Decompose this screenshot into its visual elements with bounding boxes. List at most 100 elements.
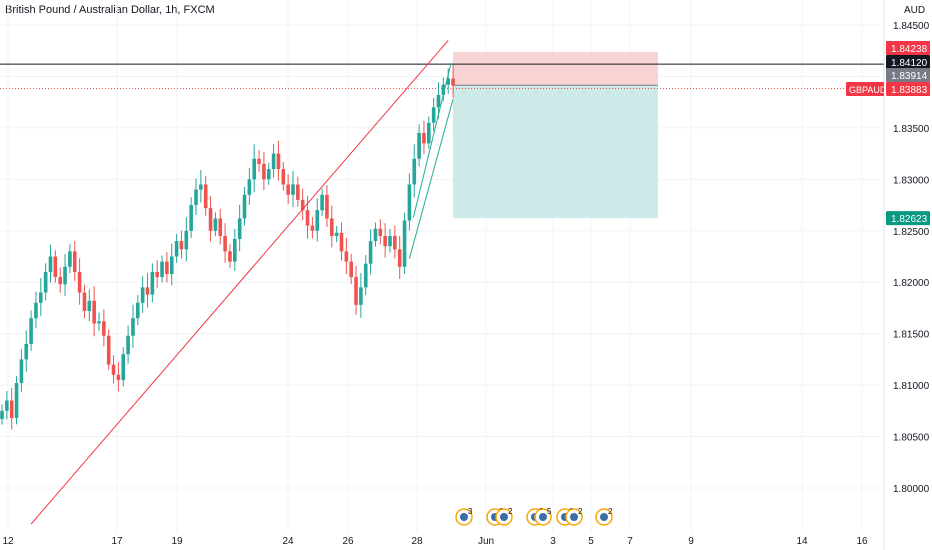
candle-body[interactable] bbox=[53, 256, 58, 278]
candle-body[interactable] bbox=[160, 261, 164, 278]
candle-body[interactable] bbox=[431, 107, 436, 123]
candle-body[interactable] bbox=[252, 158, 256, 180]
candle-body[interactable] bbox=[155, 271, 159, 278]
candle-body[interactable] bbox=[310, 225, 315, 231]
candle-body[interactable] bbox=[208, 208, 213, 231]
candle-body[interactable] bbox=[223, 235, 227, 252]
candle-body[interactable] bbox=[417, 133, 421, 159]
candle-body[interactable] bbox=[330, 218, 334, 236]
candle-body[interactable] bbox=[286, 184, 290, 195]
candle-body[interactable] bbox=[344, 251, 349, 262]
candle-body[interactable] bbox=[9, 400, 14, 419]
candle-body[interactable] bbox=[271, 153, 276, 170]
candle-body[interactable] bbox=[29, 318, 33, 344]
candle-body[interactable] bbox=[131, 318, 135, 336]
candle-body[interactable] bbox=[388, 235, 392, 247]
candle-body[interactable] bbox=[68, 251, 72, 267]
candle-body[interactable] bbox=[213, 218, 218, 231]
candle-body[interactable] bbox=[378, 228, 383, 236]
candle-body[interactable] bbox=[262, 163, 266, 180]
candle-body[interactable] bbox=[145, 287, 150, 295]
candle-body[interactable] bbox=[412, 158, 417, 185]
candle-body[interactable] bbox=[325, 194, 329, 219]
candle-body[interactable] bbox=[58, 277, 62, 285]
candle-body[interactable] bbox=[354, 277, 358, 305]
candle-body[interactable] bbox=[121, 354, 126, 380]
candle-body[interactable] bbox=[174, 241, 179, 257]
channel-line-lower[interactable] bbox=[408, 98, 454, 259]
candle-body[interactable] bbox=[368, 241, 373, 264]
candle-body[interactable] bbox=[136, 302, 140, 319]
candle-body[interactable] bbox=[300, 199, 305, 211]
candle-body[interactable] bbox=[373, 228, 378, 242]
candle-body[interactable] bbox=[383, 235, 387, 247]
candle-body[interactable] bbox=[77, 271, 82, 293]
candle-body[interactable] bbox=[14, 383, 19, 419]
candle-body[interactable] bbox=[281, 169, 286, 185]
candle-body[interactable] bbox=[441, 84, 446, 95]
candle-body[interactable] bbox=[0, 410, 4, 420]
candle-body[interactable] bbox=[34, 302, 38, 319]
candle-body[interactable] bbox=[72, 251, 77, 272]
candle-body[interactable] bbox=[194, 189, 198, 206]
candle-body[interactable] bbox=[126, 335, 130, 355]
candle-body[interactable] bbox=[291, 184, 295, 195]
candle-body[interactable] bbox=[19, 359, 24, 384]
candle-body[interactable] bbox=[203, 184, 208, 209]
candle-body[interactable] bbox=[116, 374, 121, 380]
candle-body[interactable] bbox=[402, 220, 407, 267]
channel-line-upper[interactable] bbox=[412, 62, 452, 218]
candle-body[interactable] bbox=[436, 94, 441, 108]
stop-loss-zone[interactable] bbox=[453, 51, 658, 86]
candle-body[interactable] bbox=[422, 133, 426, 144]
candle-body[interactable] bbox=[87, 300, 92, 312]
candle-body[interactable] bbox=[359, 287, 363, 305]
candle-body[interactable] bbox=[427, 122, 431, 144]
candle-body[interactable] bbox=[106, 335, 111, 365]
candle-body[interactable] bbox=[257, 158, 261, 164]
candle-body[interactable] bbox=[189, 205, 193, 231]
candle-body[interactable] bbox=[451, 78, 455, 86]
candle-body[interactable] bbox=[320, 194, 324, 211]
candle-body[interactable] bbox=[305, 210, 310, 226]
candle-body[interactable] bbox=[24, 343, 29, 360]
candle-body[interactable] bbox=[237, 218, 242, 240]
candle-body[interactable] bbox=[150, 271, 155, 295]
candle-body[interactable] bbox=[43, 271, 48, 293]
take-profit-zone[interactable] bbox=[453, 85, 658, 219]
candle-body[interactable] bbox=[102, 321, 106, 336]
candle-body[interactable] bbox=[363, 263, 368, 288]
candle-body[interactable] bbox=[92, 300, 96, 324]
candle-body[interactable] bbox=[315, 210, 320, 231]
candle-body[interactable] bbox=[228, 251, 232, 262]
candle-body[interactable] bbox=[48, 256, 53, 272]
candle-body[interactable] bbox=[339, 232, 344, 252]
candle-body[interactable] bbox=[446, 78, 450, 85]
candle-body[interactable] bbox=[111, 364, 116, 375]
candle-body[interactable] bbox=[393, 235, 397, 250]
candle-body[interactable] bbox=[247, 179, 252, 195]
candle-body[interactable] bbox=[397, 249, 402, 267]
candle-body[interactable] bbox=[334, 232, 339, 236]
candle-body[interactable] bbox=[97, 321, 101, 324]
candle-body[interactable] bbox=[63, 266, 67, 285]
candle-body[interactable] bbox=[233, 239, 237, 262]
candle-body[interactable] bbox=[82, 292, 87, 312]
candle-body[interactable] bbox=[169, 256, 174, 274]
candle-body[interactable] bbox=[266, 169, 271, 180]
candle-body[interactable] bbox=[407, 184, 412, 221]
candle-body[interactable] bbox=[296, 184, 300, 200]
candle-body[interactable] bbox=[39, 292, 43, 303]
trendline[interactable] bbox=[30, 40, 449, 525]
candle-body[interactable] bbox=[199, 184, 203, 190]
candle-body[interactable] bbox=[276, 153, 281, 170]
candle-body[interactable] bbox=[179, 241, 184, 250]
candle-body[interactable] bbox=[140, 287, 145, 303]
candle-body[interactable] bbox=[184, 230, 189, 250]
candle-body[interactable] bbox=[242, 194, 247, 219]
candle-body[interactable] bbox=[165, 261, 169, 274]
candle-body[interactable] bbox=[218, 218, 223, 236]
candle-body[interactable] bbox=[5, 400, 9, 411]
candle-body[interactable] bbox=[349, 261, 353, 278]
